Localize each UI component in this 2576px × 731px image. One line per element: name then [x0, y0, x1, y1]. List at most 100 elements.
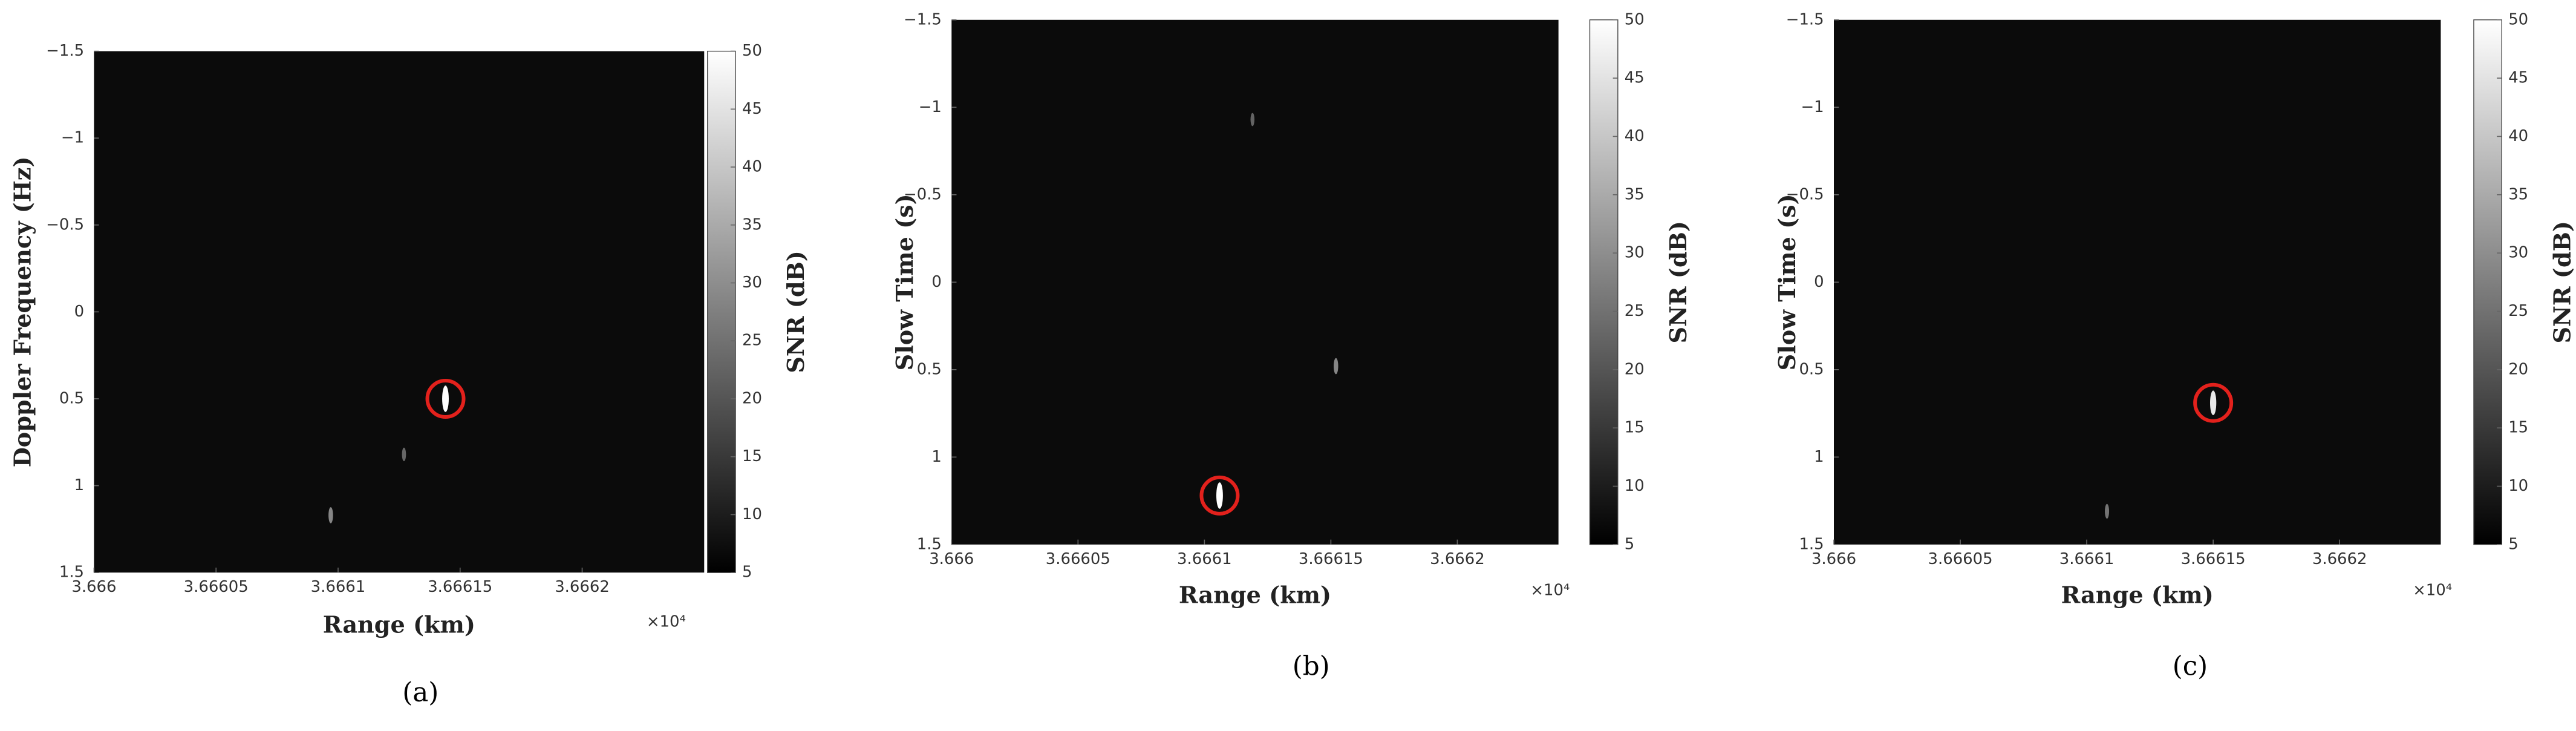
x-tick-label: 3.6662 [2312, 550, 2367, 568]
target-spot [442, 385, 449, 412]
colorbar-tick-label: 45 [742, 100, 762, 118]
colorbar-tick-label: 10 [742, 505, 762, 523]
x-tick-label: 3.666 [929, 550, 974, 568]
colorbar-tick-label: 20 [742, 389, 762, 407]
colorbar-tick-label: 5 [1625, 535, 1634, 553]
y-tick-label: −1 [1801, 98, 1824, 116]
plot-area [951, 19, 1559, 545]
y-axis-label: Doppler Frequency (Hz) [9, 156, 36, 467]
colorbar-tick-label: 50 [2508, 10, 2528, 28]
colorbar-tick-label: 45 [2508, 69, 2528, 87]
colorbar-tick-label: 35 [1625, 185, 1645, 203]
colorbar [707, 50, 736, 573]
colorbar-tick-label: 35 [2508, 185, 2528, 203]
y-tick-label: −1.5 [904, 10, 942, 28]
colorbar-tick-label: 10 [1625, 477, 1645, 495]
colorbar-tick-label: 50 [1625, 10, 1645, 28]
y-tick-label: 0.5 [59, 389, 84, 407]
y-tick-label: 1 [1814, 448, 1824, 466]
y-tick-label: 1 [931, 448, 941, 466]
colorbar-tick-label: 15 [742, 447, 762, 465]
y-tick-label: −1 [919, 98, 942, 116]
highlight-ring [2193, 382, 2234, 423]
target-spot [402, 447, 406, 462]
x-tick-label: 3.666 [1811, 550, 1856, 568]
colorbar-tick-label: 15 [2508, 419, 2528, 437]
colorbar-tick-label: 25 [1625, 302, 1645, 320]
plot-area [1834, 19, 2441, 545]
panel-label: (b) [1293, 651, 1330, 681]
x-tick-label: 3.66615 [1299, 550, 1363, 568]
x-tick-label: 3.66605 [1046, 550, 1110, 568]
colorbar-tick-label: 15 [1625, 419, 1645, 437]
colorbar-tick-label: 45 [1625, 69, 1645, 87]
colorbar-label: SNR (dB) [1665, 221, 1692, 343]
target-spot [328, 507, 333, 523]
x-tick-label: 3.66615 [428, 578, 492, 596]
target-spot [1333, 358, 1339, 375]
colorbar-tick-label: 5 [2508, 535, 2518, 553]
colorbar-tick-label: 40 [1625, 127, 1645, 145]
y-tick-label: 1.5 [917, 535, 942, 553]
x-axis-label: Range (km) [2061, 582, 2214, 609]
x-multiplier: ×10⁴ [1530, 582, 1570, 600]
highlight-ring [1199, 475, 1240, 516]
panel-label: (c) [2173, 651, 2208, 681]
x-tick-label: 3.66605 [1928, 550, 1993, 568]
target-spot [2209, 390, 2217, 416]
y-tick-label: −0.5 [1786, 185, 1824, 203]
panel-label: (a) [402, 678, 439, 708]
y-tick-label: 1.5 [59, 563, 84, 582]
y-tick-label: 0.5 [1799, 360, 1824, 378]
target-spot [1216, 482, 1223, 509]
x-tick-label: 3.6661 [1177, 550, 1232, 568]
colorbar-tick-label: 30 [2508, 244, 2528, 262]
target-spot [2105, 503, 2110, 519]
y-tick-label: 0 [1814, 273, 1824, 291]
y-tick-label: 0 [931, 273, 941, 291]
colorbar [2473, 19, 2502, 545]
colorbar-tick-label: 40 [2508, 127, 2528, 145]
y-tick-label: 0.5 [917, 360, 942, 378]
colorbar-tick-label: 10 [2508, 477, 2528, 495]
colorbar-tick-label: 35 [742, 215, 762, 234]
y-tick-label: 1.5 [1799, 535, 1824, 553]
colorbar-tick-label: 30 [742, 274, 762, 292]
colorbar-tick-label: 25 [742, 332, 762, 350]
x-multiplier: ×10⁴ [2413, 582, 2452, 600]
x-tick-label: 3.6661 [2059, 550, 2115, 568]
y-axis-label: Slow Time (s) [892, 194, 919, 370]
x-tick-label: 3.6662 [1430, 550, 1485, 568]
x-axis-label: Range (km) [323, 612, 475, 639]
colorbar-tick-label: 5 [742, 563, 752, 582]
y-tick-label: 0 [74, 303, 84, 321]
y-tick-label: −1.5 [1786, 10, 1824, 28]
colorbar-tick-label: 20 [2508, 360, 2528, 378]
colorbar-tick-label: 30 [1625, 244, 1645, 262]
y-tick-label: −1.5 [46, 42, 84, 60]
plot-area [94, 51, 705, 573]
colorbar-label: SNR (dB) [2549, 221, 2576, 343]
colorbar-tick-label: 50 [742, 42, 762, 60]
target-spot [1250, 113, 1255, 126]
colorbar-tick-label: 25 [2508, 302, 2528, 320]
y-tick-label: −1 [61, 129, 84, 147]
x-tick-label: 3.666 [71, 578, 116, 596]
y-tick-label: −0.5 [46, 215, 84, 234]
colorbar-tick-label: 40 [742, 158, 762, 176]
x-tick-label: 3.66605 [184, 578, 249, 596]
x-tick-label: 3.66615 [2181, 550, 2246, 568]
colorbar-tick-label: 20 [1625, 360, 1645, 378]
y-tick-label: 1 [74, 476, 84, 494]
x-axis-label: Range (km) [1179, 582, 1331, 609]
x-tick-label: 3.6662 [555, 578, 610, 596]
y-axis-label: Slow Time (s) [1774, 194, 1801, 370]
y-tick-label: −0.5 [904, 185, 942, 203]
colorbar [1589, 19, 1619, 545]
x-multiplier: ×10⁴ [647, 612, 686, 631]
x-tick-label: 3.6661 [311, 578, 366, 596]
colorbar-label: SNR (dB) [783, 251, 810, 373]
highlight-ring [425, 378, 466, 419]
